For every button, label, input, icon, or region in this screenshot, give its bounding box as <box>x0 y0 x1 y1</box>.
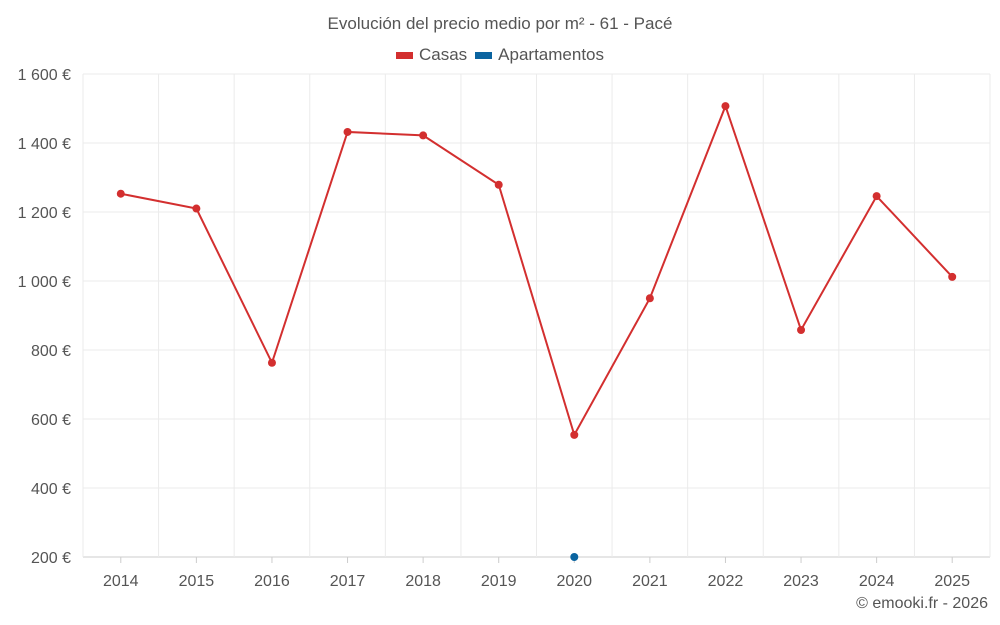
data-point-casas <box>797 325 806 334</box>
legend-item-apartamentos[interactable]: Apartamentos <box>475 45 604 65</box>
y-tick-label: 400 € <box>31 481 71 498</box>
data-point-casas <box>116 189 125 198</box>
data-point-casas <box>570 430 579 439</box>
x-tick-label: 2015 <box>179 573 215 590</box>
data-point-casas <box>645 294 654 303</box>
x-tick-label: 2016 <box>254 573 290 590</box>
data-point-casas <box>419 131 428 140</box>
x-tick-label: 2022 <box>708 573 744 590</box>
credit-text: © emooki.fr - 2026 <box>856 595 988 612</box>
y-tick-label: 800 € <box>31 343 71 360</box>
x-tick-label: 2024 <box>859 573 895 590</box>
data-point-apartamentos <box>570 553 579 561</box>
x-tick-label: 2019 <box>481 573 517 590</box>
data-point-casas <box>343 127 352 136</box>
x-tick-label: 2023 <box>783 573 819 590</box>
y-tick-label: 1 600 € <box>18 67 71 84</box>
y-tick-label: 200 € <box>31 550 71 567</box>
x-tick-label: 2021 <box>632 573 668 590</box>
y-tick-label: 1 200 € <box>18 205 71 222</box>
legend-swatch-casas <box>395 51 413 59</box>
data-point-casas <box>192 204 201 213</box>
legend-label-casas: Casas <box>418 45 468 64</box>
x-tick-label: 2018 <box>405 573 441 590</box>
data-point-casas <box>267 358 276 367</box>
x-tick-label: 2025 <box>934 573 970 590</box>
legend-swatch-apartamentos <box>475 51 493 59</box>
chart-legend: Casas Apartamentos <box>0 45 1000 65</box>
data-point-casas <box>494 180 503 189</box>
y-tick-label: 1 000 € <box>18 274 71 291</box>
data-point-casas <box>721 102 730 111</box>
x-tick-label: 2017 <box>330 573 366 590</box>
x-tick-label: 2020 <box>556 573 592 590</box>
x-tick-label: 2014 <box>103 573 139 590</box>
chart-title: Evolución del precio medio por m² - 61 -… <box>327 14 673 33</box>
y-tick-label: 1 400 € <box>18 136 71 153</box>
data-point-casas <box>948 272 957 281</box>
y-tick-label: 600 € <box>31 412 71 429</box>
series-line-casas <box>120 103 953 438</box>
legend-label-apartamentos: Apartamentos <box>498 45 605 64</box>
data-point-casas <box>872 192 881 201</box>
legend-item-casas[interactable]: Casas <box>395 45 468 65</box>
